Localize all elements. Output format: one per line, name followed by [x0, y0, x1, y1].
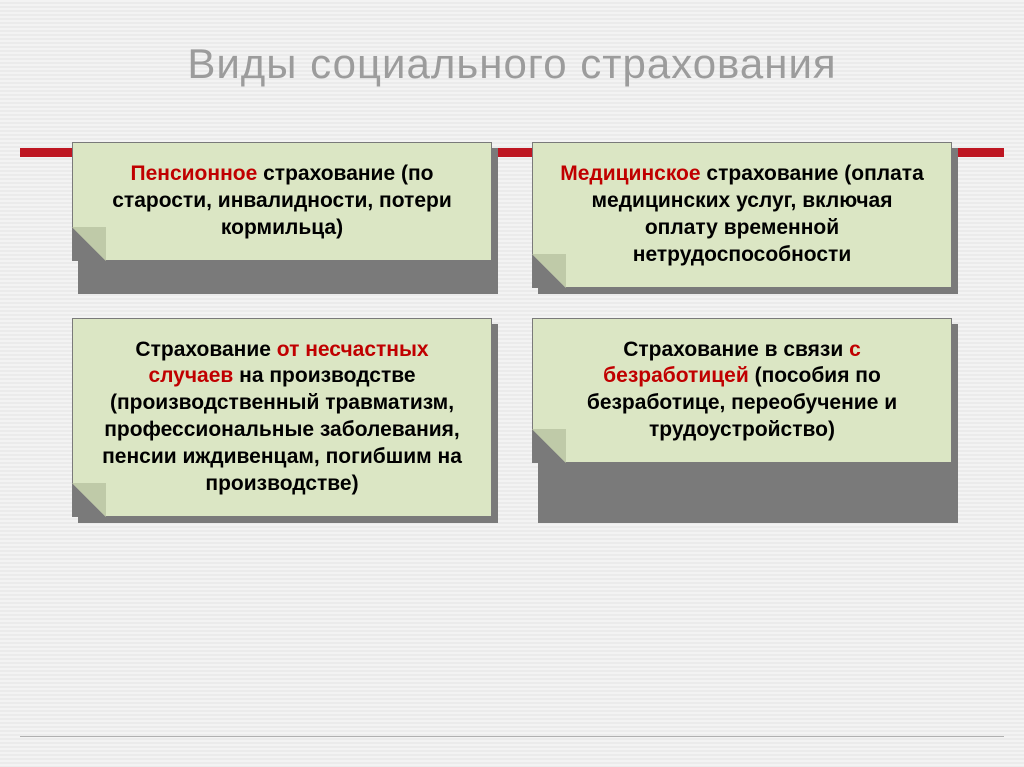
card-accident: Страхование от несчастных случаев на про…: [72, 318, 492, 517]
footer-divider: [20, 736, 1004, 737]
card-pre: Страхование: [135, 338, 276, 361]
card-pension: Пенсионное страхование (по старости, инв…: [72, 142, 492, 288]
card-highlight: Медицинское: [560, 162, 700, 185]
card-unemployment: Страхование в связи с безработицей (посо…: [532, 318, 952, 517]
card-medical: Медицинское страхование (оплата медицинс…: [532, 142, 952, 288]
page-title: Виды социального страхования: [0, 0, 1024, 88]
cards-grid: Пенсионное страхование (по старости, инв…: [0, 170, 1024, 517]
card-highlight: Пенсионное: [131, 162, 258, 185]
card-pre: Страхование в связи: [623, 338, 849, 361]
